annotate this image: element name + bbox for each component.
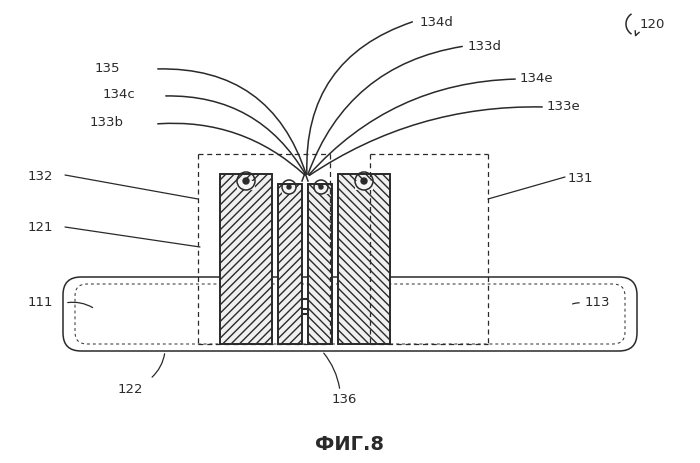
- Text: 134c: 134c: [103, 88, 136, 101]
- FancyBboxPatch shape: [63, 277, 637, 351]
- Text: 122: 122: [118, 383, 143, 396]
- Bar: [308, 185, 332, 344]
- Text: 134d: 134d: [420, 15, 454, 28]
- Circle shape: [319, 186, 323, 189]
- Circle shape: [243, 179, 249, 185]
- Text: 131: 131: [568, 171, 594, 184]
- Text: 132: 132: [28, 169, 53, 182]
- Bar: [282, 188, 296, 194]
- Text: ФИГ.8: ФИГ.8: [316, 435, 384, 454]
- Bar: [338, 175, 390, 344]
- Text: 134e: 134e: [520, 72, 554, 85]
- Text: 113: 113: [585, 295, 610, 308]
- Bar: [220, 175, 272, 344]
- Text: 135: 135: [95, 62, 120, 75]
- Text: 133b: 133b: [90, 115, 124, 128]
- Circle shape: [361, 179, 367, 185]
- Text: 133d: 133d: [468, 39, 502, 52]
- Bar: [278, 185, 302, 344]
- Text: 133e: 133e: [547, 100, 581, 113]
- Circle shape: [287, 186, 291, 189]
- Text: 121: 121: [28, 221, 53, 234]
- Text: 120: 120: [640, 19, 666, 31]
- Bar: [314, 188, 328, 194]
- Text: 111: 111: [28, 295, 53, 308]
- Text: 136: 136: [332, 393, 358, 406]
- Bar: [355, 181, 373, 191]
- Bar: [237, 181, 255, 191]
